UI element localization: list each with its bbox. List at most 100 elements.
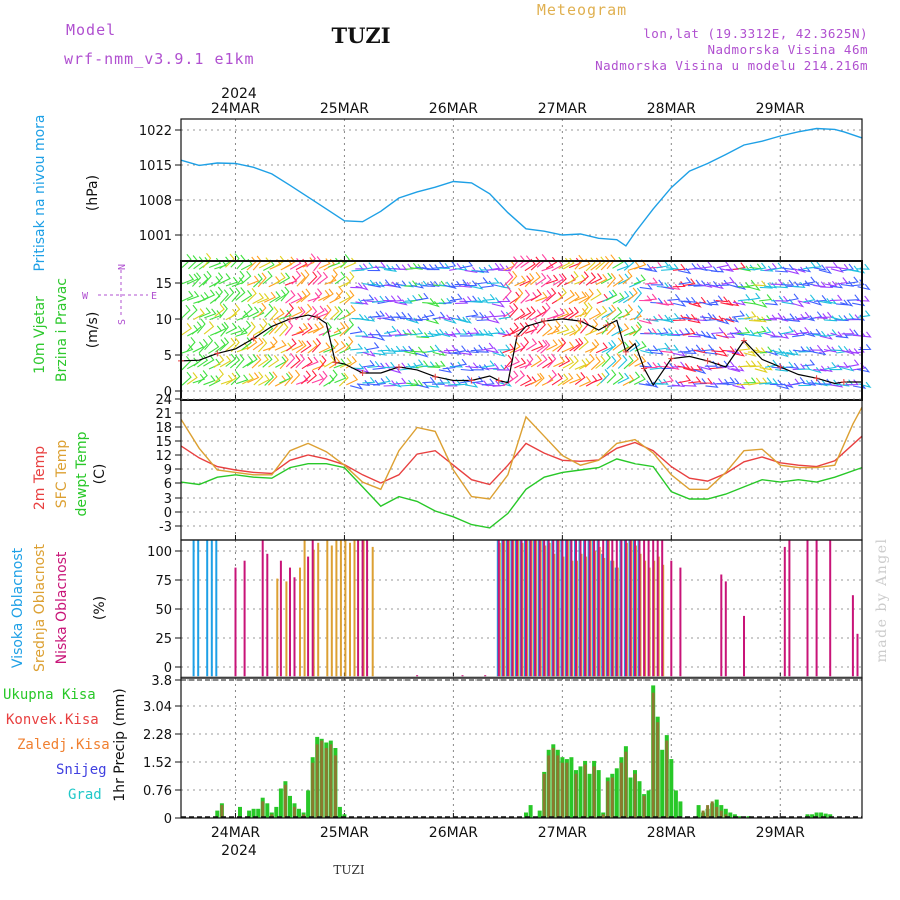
wind-barb	[475, 277, 489, 285]
precip-bar-conv	[565, 762, 569, 818]
wind-barb	[453, 345, 467, 354]
wind-barb	[629, 310, 643, 321]
cloud-bar	[611, 540, 614, 678]
wind-barb	[431, 261, 445, 269]
wind-barb	[791, 301, 805, 308]
temp-label-dewpt: dewpt Temp	[74, 431, 90, 516]
wind-barb	[656, 299, 670, 306]
precip-bar-total	[810, 814, 815, 818]
precip-bar-total	[814, 812, 819, 818]
wind-barb	[399, 297, 413, 304]
wind-barb	[362, 315, 376, 322]
wind-barb	[716, 318, 730, 325]
pressure-panel: 1001 1008 1015 1022	[139, 118, 863, 262]
wind-barb	[262, 270, 273, 285]
wind-barb	[333, 306, 344, 321]
wind-barb	[547, 325, 560, 336]
cloud-bar	[339, 540, 342, 678]
wind-barb	[721, 276, 735, 285]
wind-barb	[612, 256, 624, 269]
wind-barb	[225, 337, 236, 352]
cloud-bar	[243, 560, 246, 678]
wind-barb	[693, 296, 707, 305]
model-elevation-text: Nadmorska Visina u modelu 214.216m	[595, 58, 868, 73]
precip-bar-total	[614, 768, 619, 818]
precip-bar-total	[274, 806, 279, 818]
wind-barb	[355, 330, 369, 337]
wind-barb	[716, 279, 730, 287]
wind-barb	[546, 369, 557, 384]
wind-barb	[732, 262, 746, 271]
wind-barb	[568, 355, 579, 370]
wind-barb	[187, 304, 198, 319]
cloud-bar	[497, 540, 500, 678]
wind-barb	[596, 305, 608, 319]
wind-barb	[214, 286, 224, 302]
wind-barb	[219, 289, 230, 304]
cloud-bar	[743, 615, 745, 678]
wind-barb	[758, 326, 772, 335]
wind-barb	[711, 315, 725, 322]
wind-barb	[339, 291, 351, 304]
wind-barb	[558, 355, 571, 368]
precip-bar-total	[728, 812, 733, 818]
wind-barb	[682, 278, 696, 287]
wind-barb	[284, 275, 298, 286]
wind-barb	[666, 363, 680, 371]
wind-gust-marker	[704, 357, 711, 364]
wind-barb	[486, 317, 500, 324]
cloud-bar	[556, 540, 559, 678]
wind-barb	[236, 374, 249, 385]
wind-barb	[536, 254, 547, 268]
cloud-bar	[783, 546, 786, 678]
wind-barb	[563, 325, 576, 336]
cloud-bar	[279, 560, 282, 678]
precip-bar-total	[819, 812, 824, 818]
precip-bar-conv	[220, 805, 224, 818]
precip-bar-total	[646, 790, 651, 818]
precip-bar-total	[247, 810, 252, 818]
wind-barb	[688, 331, 702, 338]
wind-barb	[601, 352, 611, 367]
wind-barb	[808, 328, 822, 335]
date-label-top: 26MAR	[429, 101, 478, 117]
precip-bar-total	[596, 770, 601, 818]
wind-barb	[661, 264, 675, 271]
wind-barb	[322, 288, 334, 302]
wind-barb	[704, 333, 718, 340]
wind-barb	[829, 282, 844, 289]
wind-barb	[749, 360, 763, 368]
wind-barb	[606, 254, 616, 270]
wind-barb	[634, 341, 647, 352]
wind-barb	[186, 372, 198, 385]
cloud-bar	[851, 595, 854, 678]
cloud-bar	[575, 540, 577, 678]
precip-bar-total	[732, 814, 737, 818]
wind-barb	[257, 337, 268, 353]
wind-barb	[797, 280, 811, 287]
wind-barb	[562, 356, 575, 369]
wind-barb	[339, 357, 352, 369]
precip-y-tick-label: 1.52	[143, 756, 172, 771]
wind-barb	[338, 309, 351, 321]
date-label-bottom: 26MAR	[429, 825, 478, 841]
wind-barb	[219, 337, 230, 352]
wind-barb	[830, 381, 844, 388]
wind-barb	[672, 263, 686, 271]
precip-bar-conv	[329, 744, 333, 818]
wind-barb	[324, 274, 337, 285]
wind-barb	[269, 291, 281, 304]
wind-barb	[193, 308, 205, 320]
date-label-top: 28MAR	[647, 101, 696, 117]
wind-barb	[225, 253, 235, 268]
cloud-bar	[806, 540, 809, 678]
wind-barb	[262, 323, 274, 337]
wind-barb	[471, 267, 485, 274]
wind-barb	[242, 355, 254, 369]
wind-barb	[344, 257, 357, 269]
precip-bar-conv	[574, 773, 578, 818]
wind-barb	[535, 291, 548, 302]
wind-barb	[678, 313, 692, 320]
wind-barb	[727, 327, 741, 335]
wind-barb	[714, 350, 729, 357]
